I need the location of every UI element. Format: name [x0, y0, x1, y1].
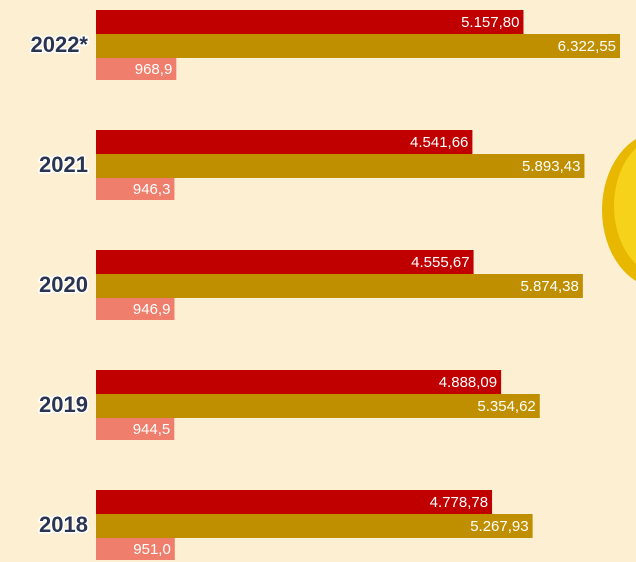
- value-label: 946,3: [133, 181, 171, 198]
- bar: [96, 58, 177, 80]
- category-label: 2018: [39, 512, 88, 537]
- bar: [96, 538, 175, 560]
- bar: [96, 34, 620, 58]
- value-label: 4.555,67: [411, 254, 469, 271]
- coin-decoration-face: [614, 148, 636, 264]
- bar: [96, 370, 502, 394]
- bar: [96, 490, 493, 514]
- bar: [96, 250, 474, 274]
- value-label: 4.888,09: [439, 374, 497, 391]
- value-label: 5.267,93: [470, 518, 528, 535]
- bar: [96, 130, 473, 154]
- value-label: 4.541,66: [410, 134, 468, 151]
- bar: [96, 298, 175, 320]
- bar: [96, 178, 175, 200]
- bar: [96, 10, 524, 34]
- bar: [96, 394, 540, 418]
- category-label: 2021: [39, 152, 88, 177]
- category-label: 2022*: [30, 32, 88, 57]
- bar: [96, 154, 585, 178]
- value-label: 944,5: [133, 421, 171, 438]
- value-label: 5.893,43: [522, 158, 580, 175]
- bar: [96, 418, 175, 440]
- value-label: 5.157,80: [461, 14, 519, 31]
- bar: [96, 274, 583, 298]
- value-label: 968,9: [135, 61, 173, 78]
- category-label: 2020: [39, 272, 88, 297]
- value-label: 951,0: [133, 541, 171, 558]
- value-label: 4.778,78: [430, 494, 488, 511]
- value-label: 946,9: [133, 301, 171, 318]
- category-label: 2019: [39, 392, 88, 417]
- value-label: 5.354,62: [477, 398, 535, 415]
- bar: [96, 514, 533, 538]
- value-label: 5.874,38: [520, 278, 578, 295]
- value-label: 6.322,55: [558, 38, 616, 55]
